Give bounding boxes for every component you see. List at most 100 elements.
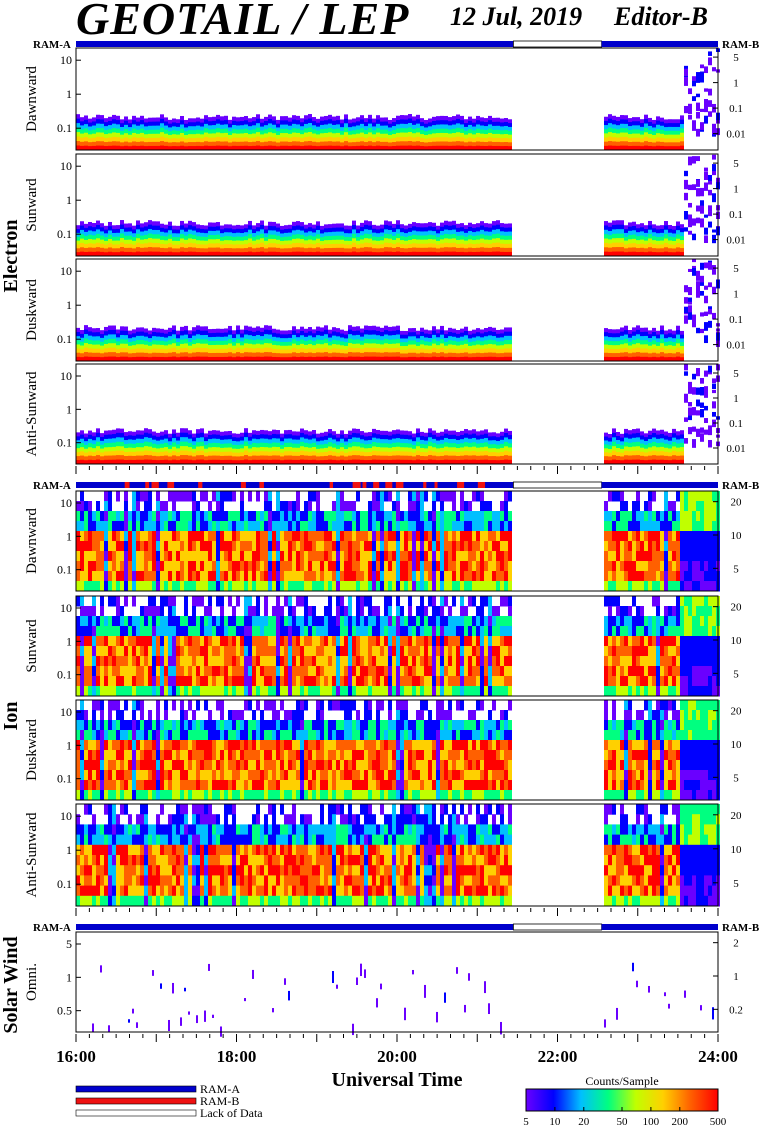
electron-cell <box>176 134 180 139</box>
electron-cell <box>632 437 636 443</box>
electron-cell <box>180 348 184 353</box>
electron-cell <box>240 225 244 230</box>
electron-cell <box>208 121 212 126</box>
ion-cell <box>232 491 236 502</box>
electron-cell <box>416 223 420 228</box>
electron-cell <box>236 338 240 344</box>
electron-cell <box>168 221 172 227</box>
electron-cell <box>312 224 316 230</box>
electron-cell <box>296 137 300 142</box>
electron-cell <box>144 441 148 447</box>
ion-cell <box>132 511 136 522</box>
electron-cell <box>456 118 460 124</box>
electron-cell <box>660 329 664 335</box>
electron-cell <box>468 137 472 143</box>
electron-speck <box>684 371 688 376</box>
electron-cell <box>124 348 128 353</box>
electron-cell <box>500 345 504 350</box>
electron-cell <box>160 235 164 241</box>
electron-cell <box>312 341 316 346</box>
electron-cell <box>336 247 340 253</box>
electron-cell <box>228 352 232 358</box>
ion-cell <box>268 531 272 542</box>
electron-cell <box>628 438 632 444</box>
electron-cell <box>352 339 356 345</box>
ram-bar-b <box>352 482 361 488</box>
electron-cell <box>640 447 644 453</box>
electron-cell <box>404 459 408 465</box>
electron-cell <box>352 118 356 123</box>
electron-cell <box>204 123 208 129</box>
electron-cell <box>604 436 608 441</box>
electron-cell <box>480 221 484 227</box>
electron-cell <box>152 451 156 457</box>
ion-cell <box>184 561 188 572</box>
electron-cell <box>424 440 428 445</box>
electron-speck <box>712 378 716 383</box>
electron-cell <box>380 133 384 139</box>
electron-cell <box>504 344 508 349</box>
electron-cell <box>316 138 320 143</box>
electron-cell <box>128 330 132 335</box>
electron-cell <box>240 452 244 457</box>
electron-cell <box>368 247 372 253</box>
electron-cell <box>100 128 104 134</box>
ion-cell <box>76 541 80 552</box>
electron-cell <box>140 141 144 147</box>
electron-cell <box>216 352 220 358</box>
y-tick-label: 0.1 <box>57 121 72 135</box>
ion-cell <box>200 491 204 502</box>
electron-cell <box>252 133 256 139</box>
electron-cell <box>472 349 476 354</box>
electron-cell <box>216 145 220 151</box>
electron-cell <box>400 240 404 245</box>
electron-cell <box>164 341 168 346</box>
ion-cell <box>128 511 132 522</box>
electron-cell <box>288 446 292 452</box>
electron-cell <box>268 243 272 248</box>
electron-cell <box>300 339 304 345</box>
ion-cell <box>280 581 284 592</box>
electron-cell <box>668 460 672 465</box>
electron-cell <box>228 131 232 136</box>
electron-cell <box>616 242 620 248</box>
electron-cell <box>644 132 648 138</box>
electron-cell <box>428 146 432 151</box>
electron-cell <box>400 430 404 436</box>
electron-cell <box>236 236 240 241</box>
electron-cell <box>124 339 128 345</box>
electron-cell <box>80 438 84 444</box>
electron-cell <box>404 248 408 253</box>
ion-cell <box>304 551 308 562</box>
electron-cell <box>200 138 204 143</box>
electron-cell <box>348 134 352 140</box>
electron-cell <box>472 240 476 245</box>
electron-cell <box>80 234 84 240</box>
ram-bar-a <box>601 41 718 47</box>
electron-cell <box>292 251 296 257</box>
electron-cell <box>420 356 424 362</box>
ion-cell <box>196 521 200 532</box>
ion-cell <box>136 521 140 532</box>
electron-cell <box>404 439 408 444</box>
electron-cell <box>312 133 316 139</box>
electron-cell <box>360 439 364 444</box>
electron-cell <box>628 434 632 440</box>
ion-cell <box>124 511 128 522</box>
electron-cell <box>88 130 92 135</box>
electron-cell <box>392 339 396 345</box>
electron-cell <box>640 439 644 445</box>
electron-cell <box>172 343 176 349</box>
electron-cell <box>464 126 468 132</box>
electron-cell <box>128 223 132 228</box>
electron-cell <box>412 120 416 126</box>
electron-cell <box>660 429 664 435</box>
electron-cell <box>640 138 644 143</box>
ion-cell <box>276 561 280 572</box>
electron-cell <box>300 251 304 257</box>
electron-cell <box>144 450 148 456</box>
electron-cell <box>440 443 444 449</box>
electron-cell <box>384 325 388 331</box>
electron-cell <box>76 229 80 234</box>
electron-cell <box>496 145 500 151</box>
